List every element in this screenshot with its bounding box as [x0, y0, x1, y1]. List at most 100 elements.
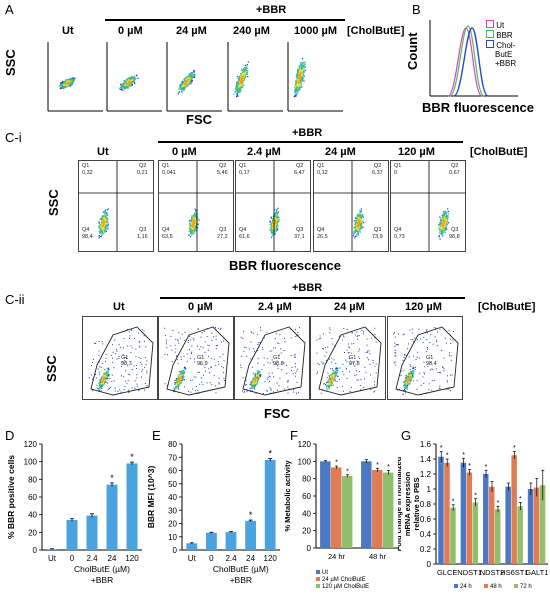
- panel-cii-treatment: +BBR: [292, 282, 323, 294]
- significance-star: *: [485, 464, 488, 471]
- panel-ci-treatment: +BBR: [292, 127, 323, 139]
- panel-a-col-2: 24 µM: [176, 25, 207, 37]
- y-tick-label: 60: [168, 467, 177, 476]
- legend-label: 48 h: [490, 584, 502, 590]
- bar: [460, 462, 467, 564]
- quadrant-plot: Q1 0,12 Q2 6,37 Q4 26,5 Q3 73,9: [313, 160, 389, 252]
- x-axis-label-2: +BBR: [91, 575, 113, 585]
- panel-ci-ylabel: SSC: [46, 189, 61, 216]
- panel-cii-xlabel: FSC: [264, 406, 290, 421]
- significance-star: *: [110, 473, 114, 483]
- significance-star: *: [468, 463, 471, 470]
- y-tick-label: 1: [427, 485, 432, 494]
- x-tick-label: 2.4: [86, 554, 98, 563]
- y-tick-label: 80: [168, 440, 177, 449]
- scatter-a-2: [166, 42, 222, 112]
- gate-plot: G1 98,4: [387, 316, 463, 400]
- panel-a-treatment-line: [105, 19, 345, 21]
- scatter-a-1: [106, 42, 162, 112]
- gate-value: 97,8: [349, 361, 360, 367]
- q3-value: 1,16: [137, 234, 148, 240]
- panel-ci-treatment-line: [158, 141, 463, 143]
- y-tick-label: 40: [302, 509, 311, 518]
- q3-label: Q3: [374, 227, 382, 233]
- bar: [511, 455, 517, 564]
- y-tick-label: 20: [302, 527, 311, 536]
- panel-ci-col-0: Ut: [97, 146, 109, 158]
- bar: [489, 486, 495, 564]
- bar: [466, 472, 473, 564]
- q3-label: Q3: [219, 227, 227, 233]
- panel-a-col-4: 1000 µM: [294, 25, 338, 37]
- panel-ci-col-4: 120 µM: [398, 146, 435, 158]
- y-tick-label: 40: [168, 493, 177, 502]
- legend-label: 120 µM CholButE: [322, 584, 369, 590]
- panel-a-letter: A: [5, 2, 14, 17]
- x-tick-label: 24 hr: [328, 552, 346, 561]
- y-tick-label: 100: [24, 458, 38, 467]
- q1-label: Q1: [394, 163, 402, 169]
- q2-label: Q2: [219, 163, 227, 169]
- panel-cii-ylabel: SSC: [44, 355, 59, 382]
- bar: [331, 467, 342, 548]
- q2-value: 5,46: [217, 170, 228, 176]
- bar: [341, 476, 353, 548]
- panel-d-letter: D: [5, 428, 15, 443]
- q3-label: Q3: [296, 227, 304, 233]
- bar: [245, 520, 256, 550]
- q3-value: 37,1: [294, 234, 305, 240]
- bar: [533, 487, 540, 564]
- x-tick-label: 0: [70, 554, 75, 563]
- q2-value: 0,21: [137, 170, 148, 176]
- significance-star: *: [519, 496, 522, 503]
- y-tick-label: 1.4: [420, 455, 432, 464]
- y-tick-label: 0.8: [420, 500, 432, 509]
- panel-b-legend: Ut BBR Chol- ButE +BBR: [486, 20, 516, 68]
- quadrant-plot: Q1 0,041 Q2 5,46 Q4 63,5 Q3 27,2: [158, 160, 234, 252]
- gate-name: G1: [349, 355, 357, 361]
- panel-b-letter: B: [412, 2, 421, 17]
- x-tick-label: NDST2: [480, 568, 505, 577]
- bar: [186, 543, 198, 550]
- legend-swatch: [316, 584, 320, 588]
- q2-value: 6,47: [294, 170, 305, 176]
- panel-ci-xlabel: BBR fluorescence: [229, 258, 341, 273]
- gate-name: G1: [426, 355, 434, 361]
- bar: [517, 506, 523, 564]
- quadrant-plot: Q1 0,32 Q2 0,21 Q4 98,4 Q3 1,16: [78, 160, 154, 252]
- x-tick-label: 120: [125, 554, 139, 563]
- significance-star: *: [387, 464, 390, 471]
- panel-b-ylabel: Count: [405, 32, 420, 70]
- quadrant-plot: Q1 0 Q2 0,67 Q4 0,73 Q3 98,8: [390, 160, 466, 252]
- panel-ci-letter: C-i: [5, 130, 22, 145]
- y-tick-label: 0: [33, 546, 38, 555]
- bar: [66, 519, 78, 550]
- panel-ci-col-2: 2.4 µM: [247, 146, 281, 158]
- x-tick-label: 2.4: [225, 554, 237, 563]
- q1-label: Q1: [82, 163, 90, 169]
- panel-cii-col-2: 2.4 µM: [258, 301, 292, 313]
- bar: [444, 462, 450, 564]
- panel-f-letter: F: [290, 428, 298, 443]
- gate-plot: G1 98,7: [82, 316, 158, 400]
- legend-item-bbr: BBR: [486, 30, 516, 40]
- y-tick-label: 0: [427, 560, 432, 569]
- q3-label: Q3: [451, 227, 459, 233]
- legend-label: 72 h: [520, 584, 532, 590]
- significance-star: *: [452, 498, 455, 505]
- q4-label: Q4: [239, 227, 247, 233]
- gate-value: 98,8: [273, 361, 284, 367]
- legend-label: 24 h: [460, 584, 472, 590]
- panel-cii-col-4: 120 µM: [405, 301, 442, 313]
- bar: [86, 515, 98, 550]
- bar: [527, 489, 534, 564]
- significance-star: *: [376, 462, 379, 469]
- gate-name: G1: [273, 355, 281, 361]
- q2-label: Q2: [374, 163, 382, 169]
- significance-star: *: [130, 452, 134, 462]
- q4-value: 0,73: [394, 234, 405, 240]
- q2-label: Q2: [139, 163, 147, 169]
- y-tick-label: 80: [302, 475, 311, 484]
- q2-value: 6,37: [372, 170, 383, 176]
- y-tick-label: 0.2: [420, 545, 432, 554]
